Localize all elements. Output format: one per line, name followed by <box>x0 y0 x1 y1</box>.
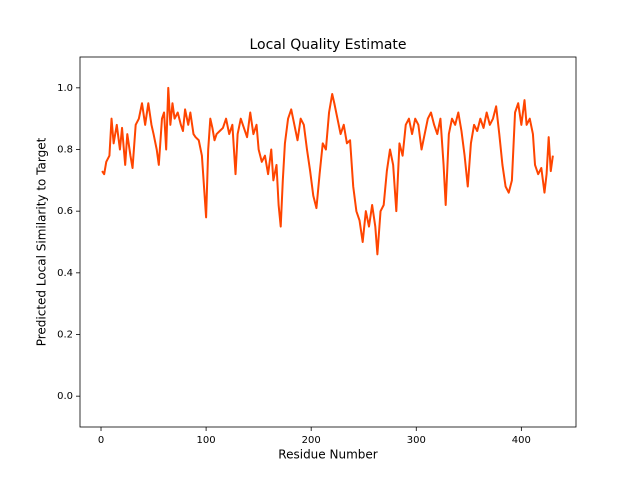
y-tick-label: 0.4 <box>57 268 73 279</box>
x-tick-label: 300 <box>407 435 426 446</box>
x-tick-label: 200 <box>302 435 321 446</box>
y-tick-label: 0.8 <box>57 145 73 156</box>
y-axis-label: Predicted Local Similarity to Target <box>35 137 49 346</box>
x-tick-label: 400 <box>512 435 531 446</box>
plot-frame <box>79 56 577 428</box>
y-tick-label: 0.0 <box>57 391 73 402</box>
x-axis-label: Residue Number <box>278 448 377 462</box>
data-line <box>101 86 554 256</box>
chart-title: Local Quality Estimate <box>249 37 406 53</box>
y-tick-label: 1.0 <box>57 83 73 94</box>
y-tick-label: 0.6 <box>57 206 73 217</box>
y-tick-label: 0.2 <box>57 330 73 341</box>
x-tick-label: 0 <box>98 435 104 446</box>
x-tick-label: 100 <box>197 435 216 446</box>
